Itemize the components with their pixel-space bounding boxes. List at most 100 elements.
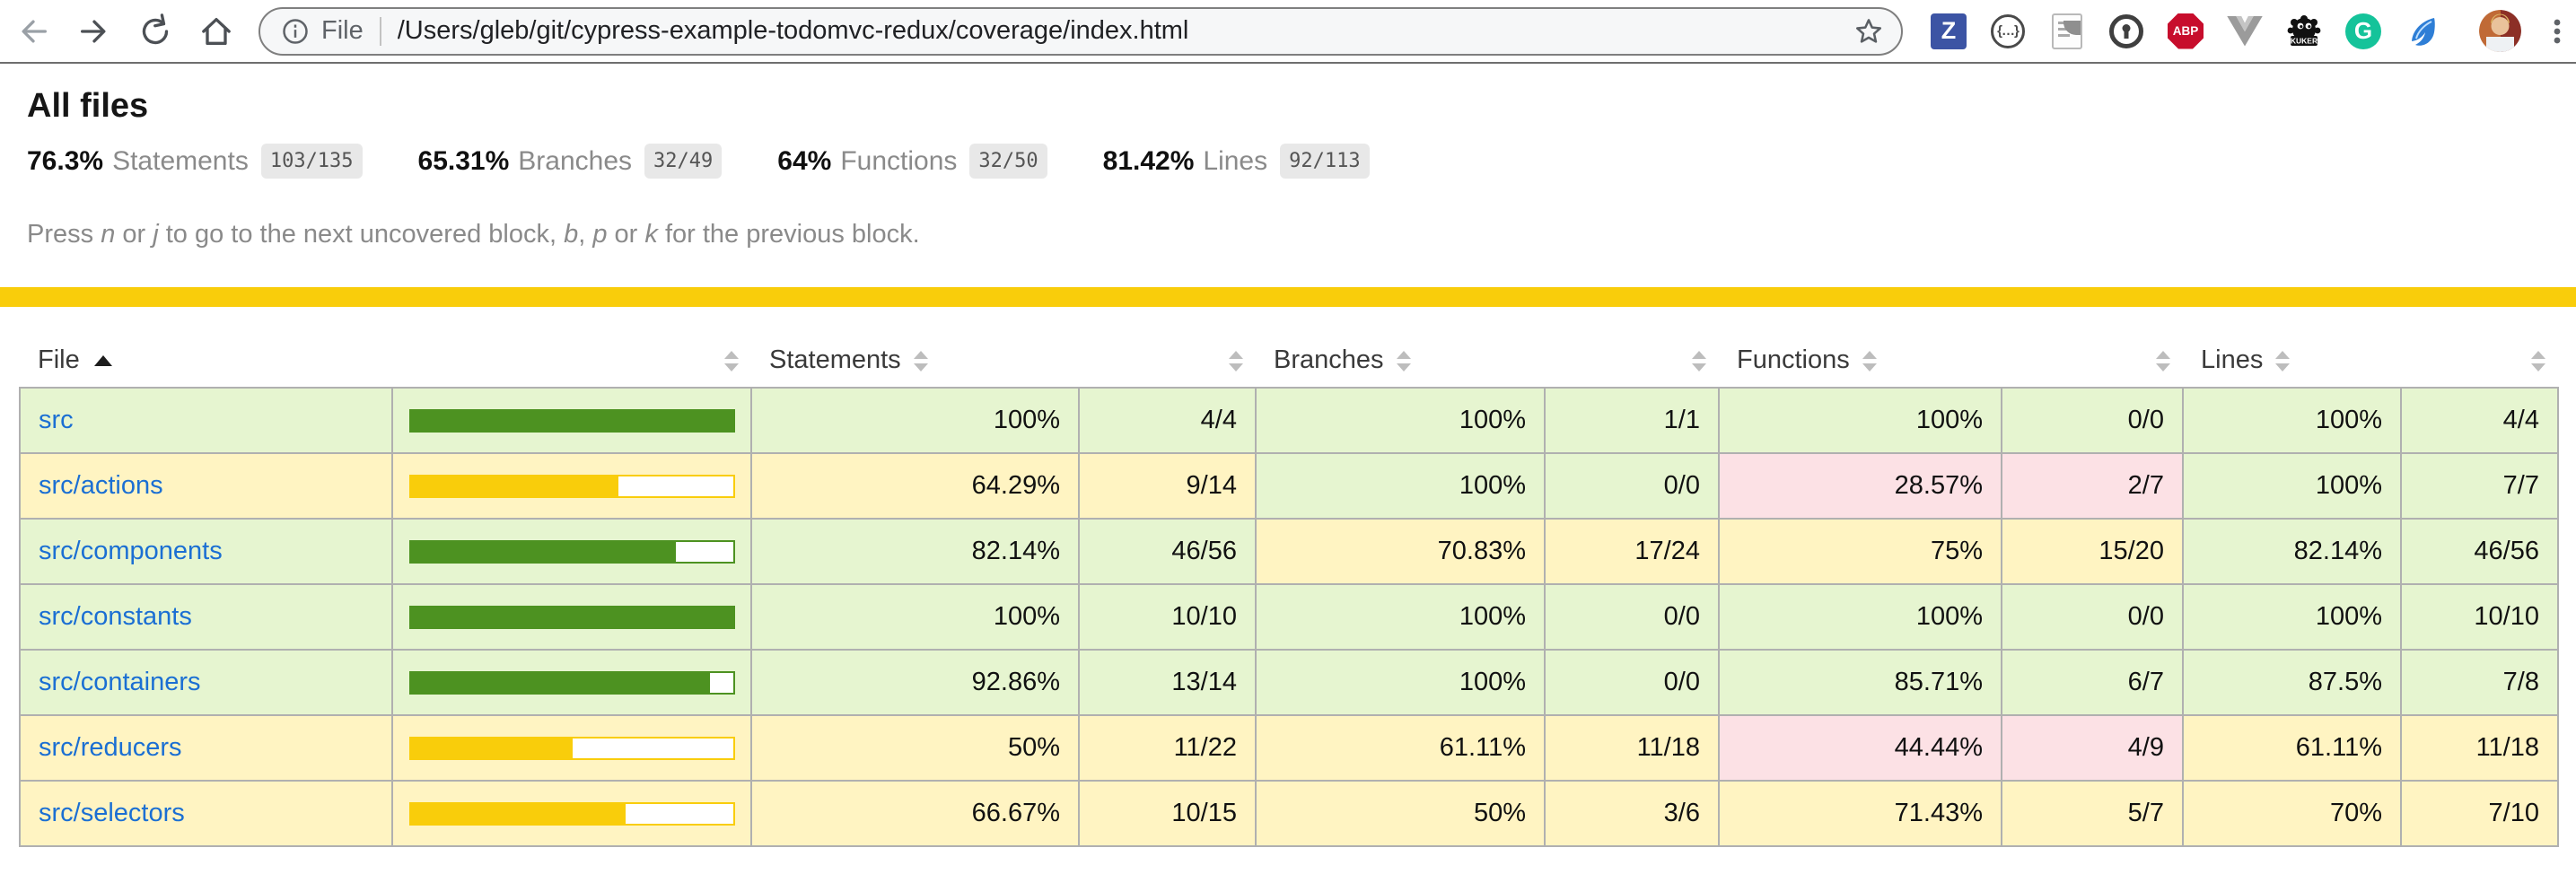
file-link[interactable]: src bbox=[39, 406, 74, 434]
reload-button[interactable] bbox=[136, 13, 174, 50]
column-header-sorter[interactable] bbox=[2002, 334, 2183, 388]
forward-button[interactable] bbox=[75, 13, 113, 50]
home-button[interactable] bbox=[197, 13, 235, 50]
coverage-bar bbox=[409, 736, 735, 760]
lines-raw-cell: 11/18 bbox=[2400, 714, 2559, 782]
functions-pct-cell: 75% bbox=[1718, 518, 2002, 585]
file-cell: src/containers bbox=[19, 649, 393, 716]
hint-key: k bbox=[644, 220, 658, 249]
coverage-bar bbox=[409, 408, 735, 433]
functions-pct-cell: 71.43% bbox=[1718, 780, 2002, 847]
sort-icon[interactable] bbox=[2531, 350, 2545, 371]
functions-raw-cell: 6/7 bbox=[2001, 649, 2184, 716]
sort-icon[interactable] bbox=[1396, 350, 1411, 371]
branches-pct-cell: 50% bbox=[1255, 780, 1546, 847]
url-text[interactable]: /Users/gleb/git/cypress-example-todomvc-… bbox=[397, 16, 1189, 45]
coverage-bar-fill bbox=[411, 607, 733, 627]
metric-statements: 76.3% Statements 103/135 bbox=[27, 144, 363, 179]
bookmark-star-icon[interactable] bbox=[1853, 15, 1885, 48]
json-formatter-extension-icon[interactable]: {…} bbox=[1989, 13, 2027, 50]
column-header-statements[interactable]: Statements bbox=[751, 334, 1079, 388]
keyboard-shortcuts-hint: Press n or j to go to the next uncovered… bbox=[27, 220, 2576, 249]
browser-toolbar: File /Users/gleb/git/cypress-example-tod… bbox=[0, 0, 2576, 64]
zotero-extension-icon[interactable]: Z bbox=[1930, 13, 1967, 50]
coverage-bar-fill bbox=[411, 410, 733, 431]
metric-fraction: 103/135 bbox=[260, 144, 363, 179]
vue-devtools-extension-icon[interactable] bbox=[2226, 13, 2264, 50]
functions-pct-cell: 28.57% bbox=[1718, 452, 2002, 520]
file-cell: src/reducers bbox=[19, 714, 393, 782]
coverage-bar bbox=[409, 539, 735, 564]
adblock-plus-extension-icon[interactable]: ABP bbox=[2167, 13, 2204, 50]
statements-pct-cell: 66.67% bbox=[750, 780, 1080, 847]
sort-icon[interactable] bbox=[2156, 350, 2170, 371]
metric-lines: 81.42% Lines 92/113 bbox=[1103, 144, 1370, 179]
branches-pct-cell: 100% bbox=[1255, 583, 1546, 651]
metric-label: Statements bbox=[112, 145, 249, 176]
grammarly-extension-icon[interactable]: G bbox=[2344, 13, 2382, 50]
metric-percent: 81.42% bbox=[1102, 145, 1195, 176]
sort-icon[interactable] bbox=[1862, 350, 1877, 371]
file-link[interactable]: src/actions bbox=[39, 471, 163, 500]
grammarly-letter: G bbox=[2345, 13, 2381, 49]
lines-raw-cell: 46/56 bbox=[2400, 518, 2559, 585]
statements-raw-cell: 46/56 bbox=[1078, 518, 1257, 585]
table-row: src/containers 92.86% 13/14 100% 0/0 85.71% 6/… bbox=[19, 649, 2559, 716]
column-header-lines[interactable]: Lines bbox=[2183, 334, 2401, 388]
branches-pct-cell: 100% bbox=[1255, 452, 1546, 520]
profile-avatar[interactable] bbox=[2479, 10, 2521, 52]
column-header-sorter[interactable] bbox=[392, 334, 751, 388]
sort-icon[interactable] bbox=[724, 350, 739, 371]
statements-raw-cell: 11/22 bbox=[1078, 714, 1257, 782]
column-header-functions[interactable]: Functions bbox=[1719, 334, 2002, 388]
info-icon[interactable] bbox=[282, 18, 309, 45]
lines-raw-cell: 4/4 bbox=[2400, 387, 2559, 454]
branches-raw-cell: 3/6 bbox=[1544, 780, 1720, 847]
nav-buttons bbox=[14, 13, 235, 50]
metric-label: Branches bbox=[518, 145, 633, 176]
column-header-sorter[interactable] bbox=[1079, 334, 1256, 388]
functions-pct-cell: 100% bbox=[1718, 583, 2002, 651]
column-header-sorter[interactable] bbox=[2401, 334, 2558, 388]
branches-pct-cell: 100% bbox=[1255, 649, 1546, 716]
feather-extension-icon[interactable] bbox=[2404, 13, 2441, 50]
sort-icon[interactable] bbox=[2275, 350, 2291, 371]
hint-text: Press bbox=[27, 220, 101, 249]
back-button[interactable] bbox=[14, 13, 52, 50]
file-link[interactable]: src/constants bbox=[39, 602, 192, 631]
metric-percent: 76.3% bbox=[27, 145, 104, 176]
address-bar[interactable]: File /Users/gleb/git/cypress-example-tod… bbox=[258, 6, 1903, 56]
statements-raw-cell: 10/10 bbox=[1078, 583, 1257, 651]
coverage-bar-cell bbox=[391, 714, 752, 782]
metric-percent: 64% bbox=[777, 145, 832, 176]
table-row: src/constants 100% 10/10 100% 0/0 100% 0/0 100%… bbox=[19, 583, 2559, 651]
lines-pct-cell: 70% bbox=[2182, 780, 2402, 847]
kuker-label: KUKER bbox=[2291, 36, 2318, 45]
file-link[interactable]: src/selectors bbox=[39, 799, 185, 827]
notes-document-extension-icon[interactable] bbox=[2048, 13, 2086, 50]
file-link[interactable]: src/components bbox=[39, 537, 223, 565]
branches-pct-cell: 100% bbox=[1255, 387, 1546, 454]
sort-icon[interactable] bbox=[1692, 350, 1706, 371]
statements-pct-cell: 100% bbox=[750, 583, 1080, 651]
sort-ascending-icon[interactable] bbox=[93, 355, 112, 367]
coverage-bar-fill bbox=[411, 738, 573, 758]
functions-raw-cell: 4/9 bbox=[2001, 714, 2184, 782]
sort-icon[interactable] bbox=[913, 350, 928, 371]
functions-pct-cell: 100% bbox=[1718, 387, 2002, 454]
coverage-bar-cell bbox=[391, 387, 752, 454]
table-row: src/reducers 50% 11/22 61.11% 11/18 44.44% 4/9… bbox=[19, 714, 2559, 782]
browser-menu-button[interactable] bbox=[2541, 13, 2573, 50]
column-header-branches[interactable]: Branches bbox=[1256, 334, 1545, 388]
file-link[interactable]: src/containers bbox=[39, 668, 201, 696]
omnibox-divider bbox=[379, 16, 381, 46]
column-header-file[interactable]: File bbox=[20, 334, 392, 388]
metric-label: Lines bbox=[1203, 145, 1268, 176]
file-link[interactable]: src/reducers bbox=[39, 733, 182, 762]
kuker-monster-extension-icon[interactable]: KUKER bbox=[2285, 13, 2323, 50]
column-header-sorter[interactable] bbox=[1545, 334, 1719, 388]
lines-raw-cell: 10/10 bbox=[2400, 583, 2559, 651]
sort-icon[interactable] bbox=[1229, 350, 1243, 371]
onepassword-extension-icon[interactable] bbox=[2107, 13, 2145, 50]
metric-functions: 64% Functions 32/50 bbox=[777, 144, 1047, 179]
